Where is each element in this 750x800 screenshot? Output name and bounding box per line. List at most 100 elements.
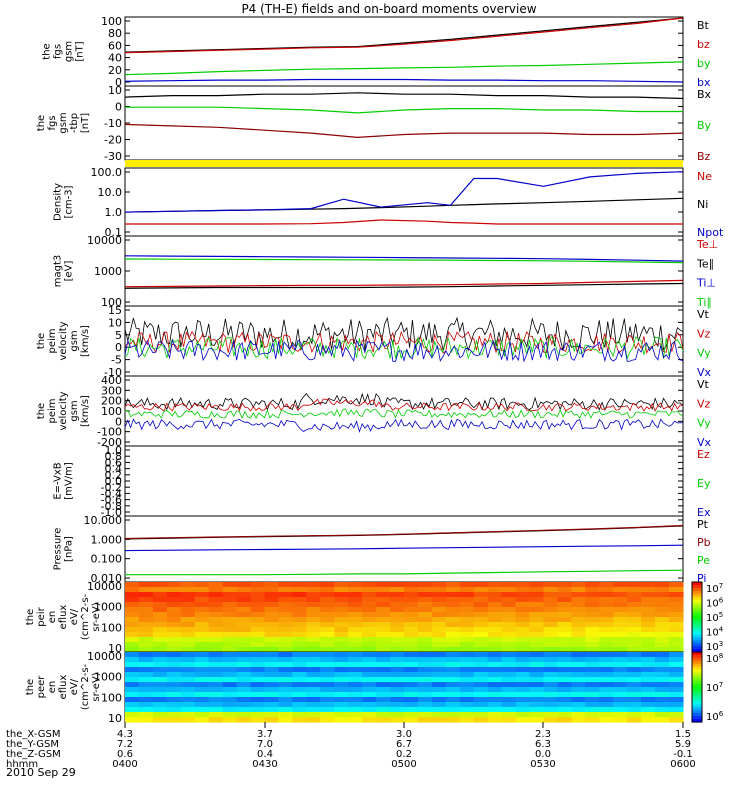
heatmap-cell <box>390 652 405 658</box>
heatmap-cell <box>250 652 266 658</box>
heatmap-cell <box>306 627 321 633</box>
heatmap-cell <box>194 662 210 668</box>
heatmap-cell <box>180 622 196 628</box>
heatmap-cell <box>585 612 600 618</box>
heatmap-cell <box>138 712 154 718</box>
heatmap-cell <box>613 667 628 673</box>
heatmap-cell <box>501 672 517 678</box>
y-tick-label: 300 <box>101 384 122 397</box>
heatmap-cell <box>376 642 391 648</box>
heatmap-cell <box>431 672 447 678</box>
heatmap-cell <box>627 657 642 663</box>
heatmap-cell <box>250 702 266 708</box>
x-axis-value: 7.0 <box>257 739 273 750</box>
heatmap-cell <box>208 627 224 633</box>
heatmap-cell <box>571 657 586 663</box>
heatmap-cell <box>669 717 684 723</box>
heatmap-cell <box>445 652 461 658</box>
y-axis-label: gsm <box>69 330 80 351</box>
series-Vt <box>124 392 684 411</box>
heatmap-cell <box>194 582 210 588</box>
heatmap-cell <box>152 582 168 588</box>
heatmap-cell <box>292 702 307 708</box>
heatmap-cell <box>627 662 642 668</box>
heatmap-cell <box>669 687 684 693</box>
heatmap-cell <box>222 632 238 638</box>
heatmap-cell <box>306 717 321 723</box>
heatmap-cell <box>264 627 280 633</box>
heatmap-cell <box>655 607 670 613</box>
heatmap-cell <box>613 652 628 658</box>
heatmap-cell <box>557 617 573 623</box>
heatmap-cell <box>208 662 224 668</box>
heatmap-cell <box>348 607 363 613</box>
legend-entry: Vy <box>697 347 711 360</box>
heatmap-cell <box>334 592 349 598</box>
heatmap-cell <box>138 697 154 703</box>
heatmap-cell <box>529 657 545 663</box>
heatmap-cell <box>250 682 266 688</box>
heatmap-cell <box>501 592 517 598</box>
heatmap-cell <box>194 612 210 618</box>
colorbar-segment <box>692 669 702 674</box>
heatmap-cell <box>152 637 168 643</box>
series-Pb <box>124 524 684 540</box>
heatmap-cell <box>194 642 210 648</box>
heatmap-cell <box>306 652 321 658</box>
heatmap-cell <box>222 637 238 643</box>
heatmap-cell <box>152 692 168 698</box>
heatmap-cell <box>320 597 335 603</box>
heatmap-cell <box>459 707 475 713</box>
heatmap-cell <box>613 627 628 633</box>
y-tick-label: 0.0 <box>105 475 123 488</box>
heatmap-cell <box>334 642 349 648</box>
heatmap-cell <box>264 592 280 598</box>
heatmap-cell <box>208 697 224 703</box>
heatmap-cell <box>222 627 238 633</box>
y-axis-label: [nPa] <box>64 536 75 562</box>
heatmap-cell <box>222 587 238 593</box>
colorbar-segment <box>692 631 702 636</box>
heatmap-cell <box>138 682 154 688</box>
legend-entry: bz <box>697 38 710 51</box>
heatmap-cell <box>362 712 377 718</box>
legend-entry: Te∥ <box>696 257 714 270</box>
heatmap-cell <box>390 667 405 673</box>
heatmap-cell <box>404 617 419 623</box>
heatmap-cell <box>138 667 154 673</box>
heatmap-cell <box>222 712 238 718</box>
heatmap-cell <box>655 712 670 718</box>
heatmap-cell <box>529 612 545 618</box>
heatmap-cell <box>571 592 586 598</box>
heatmap-cell <box>208 712 224 718</box>
heatmap-cell <box>487 642 503 648</box>
y-tick-label: 0.6 <box>105 456 123 469</box>
heatmap-cell <box>515 717 531 723</box>
heatmap-cell <box>515 602 531 608</box>
heatmap-cell <box>306 657 321 663</box>
heatmap-cell <box>613 702 628 708</box>
heatmap-cell <box>529 692 545 698</box>
heatmap-cell <box>473 707 489 713</box>
y-axis-label: peim <box>47 398 58 423</box>
heatmap-cell <box>306 667 321 673</box>
heatmap-cell <box>571 672 586 678</box>
heatmap-cell <box>278 642 293 648</box>
heatmap-cell <box>417 692 433 698</box>
heatmap-cell <box>152 707 168 713</box>
heatmap-cell <box>627 607 642 613</box>
heatmap-cell <box>334 697 349 703</box>
heatmap-cell <box>138 607 154 613</box>
heatmap-cell <box>390 632 405 638</box>
heatmap-cell <box>292 642 307 648</box>
heatmap-cell <box>152 587 168 593</box>
colorbar-segment <box>692 657 702 662</box>
heatmap-cell <box>571 717 586 723</box>
legend-entry: Ex <box>697 506 711 519</box>
heatmap-cell <box>599 642 614 648</box>
heatmap-cell <box>404 597 419 603</box>
heatmap-cell <box>166 662 182 668</box>
legend-entry: Npot <box>697 226 724 239</box>
heatmap-cell <box>376 667 391 673</box>
